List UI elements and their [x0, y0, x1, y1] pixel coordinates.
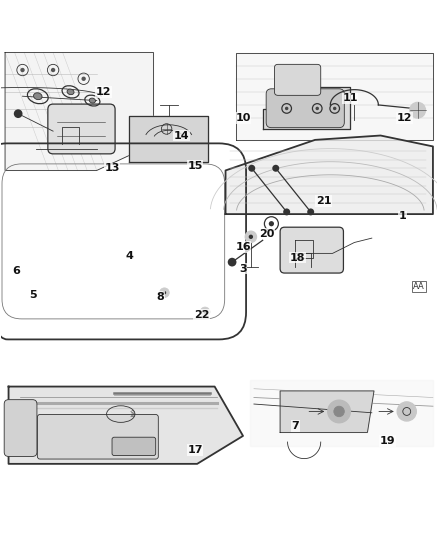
- Text: 20: 20: [259, 229, 275, 239]
- Text: 3: 3: [239, 264, 247, 273]
- FancyBboxPatch shape: [37, 415, 158, 459]
- Text: 1: 1: [399, 211, 406, 221]
- FancyBboxPatch shape: [266, 89, 344, 128]
- Text: 21: 21: [316, 196, 332, 206]
- Circle shape: [315, 107, 319, 110]
- Circle shape: [410, 102, 426, 118]
- Circle shape: [81, 77, 86, 81]
- Text: 5: 5: [30, 290, 37, 300]
- Circle shape: [162, 291, 166, 294]
- Text: 15: 15: [187, 161, 203, 171]
- Text: 22: 22: [194, 310, 209, 319]
- Circle shape: [397, 402, 417, 421]
- Text: 10: 10: [235, 113, 251, 123]
- Ellipse shape: [67, 89, 74, 95]
- Circle shape: [228, 258, 237, 266]
- FancyBboxPatch shape: [4, 400, 37, 456]
- Circle shape: [285, 107, 288, 110]
- Polygon shape: [237, 53, 433, 140]
- Text: 17: 17: [187, 445, 203, 455]
- Text: AA: AA: [413, 281, 425, 290]
- Polygon shape: [130, 116, 208, 161]
- Circle shape: [248, 165, 255, 172]
- Text: 4: 4: [126, 251, 134, 261]
- Circle shape: [14, 109, 22, 118]
- Text: 11: 11: [342, 93, 358, 103]
- Text: 12: 12: [95, 87, 111, 97]
- Circle shape: [333, 107, 336, 110]
- Circle shape: [269, 221, 274, 227]
- Text: 18: 18: [290, 253, 305, 263]
- Polygon shape: [9, 386, 243, 464]
- Circle shape: [203, 310, 207, 313]
- Circle shape: [334, 406, 344, 417]
- Polygon shape: [250, 380, 433, 446]
- Text: 19: 19: [379, 436, 395, 446]
- Circle shape: [249, 235, 253, 239]
- Circle shape: [283, 208, 290, 215]
- Circle shape: [245, 231, 257, 243]
- Text: 6: 6: [12, 266, 20, 276]
- Text: 7: 7: [292, 421, 299, 431]
- Text: 13: 13: [104, 163, 120, 173]
- Ellipse shape: [89, 98, 95, 103]
- FancyBboxPatch shape: [112, 437, 155, 456]
- Polygon shape: [280, 391, 374, 432]
- Circle shape: [159, 288, 169, 297]
- Text: 14: 14: [174, 131, 190, 141]
- Circle shape: [200, 307, 210, 317]
- Text: 12: 12: [397, 113, 412, 123]
- Text: 8: 8: [156, 292, 164, 302]
- FancyBboxPatch shape: [280, 227, 343, 273]
- Circle shape: [20, 68, 25, 72]
- Circle shape: [307, 208, 314, 215]
- Polygon shape: [5, 53, 153, 171]
- Circle shape: [328, 400, 350, 423]
- Circle shape: [272, 165, 279, 172]
- FancyBboxPatch shape: [48, 104, 115, 154]
- Ellipse shape: [34, 93, 42, 100]
- Text: 16: 16: [235, 242, 251, 252]
- Circle shape: [51, 68, 55, 72]
- FancyBboxPatch shape: [275, 64, 321, 95]
- Polygon shape: [263, 87, 350, 129]
- Polygon shape: [226, 135, 433, 214]
